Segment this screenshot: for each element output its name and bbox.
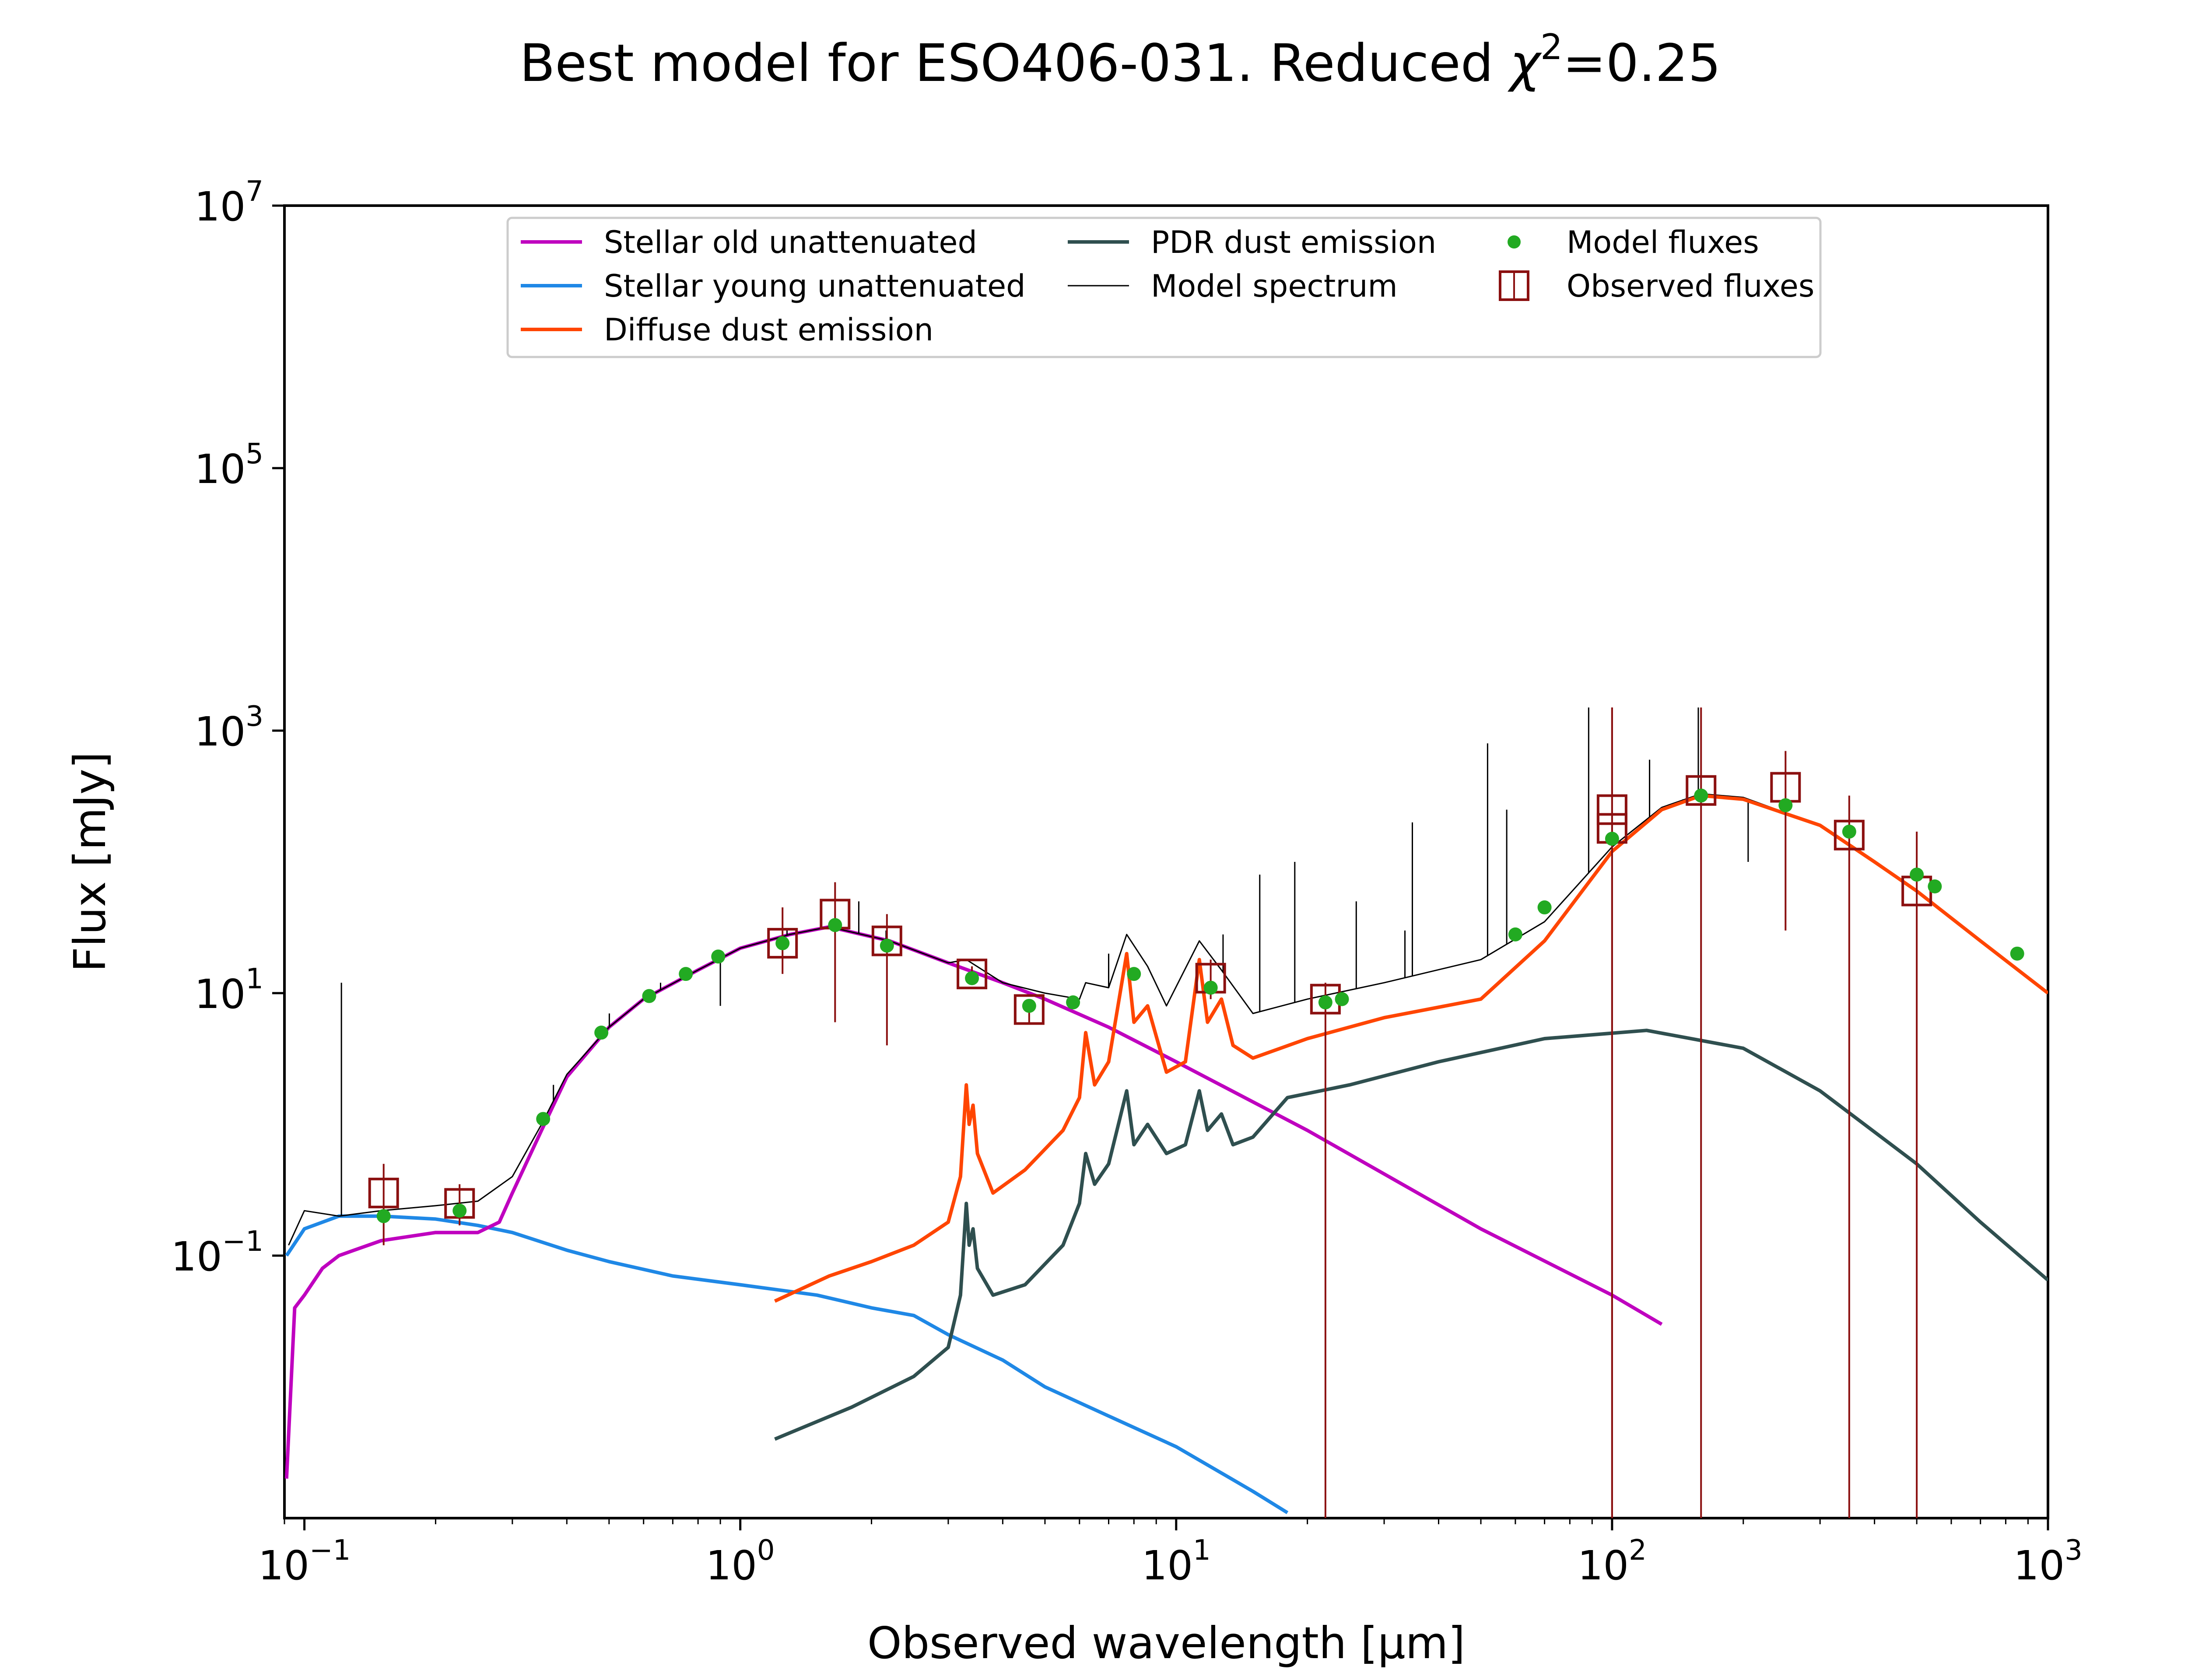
legend-label-model-spectrum: Model spectrum xyxy=(1151,268,1398,304)
legend-label-stellar-old: Stellar old unattenuated xyxy=(604,224,977,260)
x-tick-label-1: 100 xyxy=(706,1534,775,1589)
model-flux-14 xyxy=(1203,980,1218,995)
observed-flux-13 xyxy=(1834,819,1865,850)
x-tick-label-0: 10−1 xyxy=(258,1534,351,1589)
legend-label-stellar-young: Stellar young unattenuated xyxy=(604,268,1026,304)
legend-label-pdr-dust: PDR dust emission xyxy=(1151,224,1436,260)
y-tick-label-3: 105 xyxy=(194,438,263,493)
model-flux-25 xyxy=(2010,946,2024,961)
model-flux-0 xyxy=(376,1209,391,1223)
legend-marker-model-fluxes xyxy=(1508,235,1521,248)
x-axis-label: Observed wavelength [μm] xyxy=(867,1617,1465,1669)
y-tick-label-1: 101 xyxy=(194,963,263,1018)
series-1-line xyxy=(285,1214,1289,1515)
series-layer xyxy=(284,707,2048,1515)
plot-area xyxy=(283,204,2049,1519)
chart-title: Best model for ESO406-031. Reduced χ2=0.… xyxy=(519,27,1721,93)
observed-flux-0 xyxy=(368,1177,399,1208)
markers-layer xyxy=(368,707,2024,1518)
model-flux-13 xyxy=(1127,967,1141,981)
model-flux-22 xyxy=(1842,824,1856,839)
legend-label-observed-fluxes: Observed fluxes xyxy=(1567,268,1814,304)
model-flux-8 xyxy=(828,918,842,932)
model-flux-18 xyxy=(1537,900,1552,915)
y-tick-label-2: 103 xyxy=(194,700,263,755)
observed-flux-6 xyxy=(1013,994,1045,1025)
model-flux-23 xyxy=(1910,868,1924,882)
model-flux-11 xyxy=(1022,999,1036,1013)
model-flux-1 xyxy=(452,1204,467,1218)
series-3-line xyxy=(774,1029,2048,1441)
model-flux-12 xyxy=(1066,995,1080,1010)
model-flux-9 xyxy=(880,938,894,953)
model-flux-2 xyxy=(536,1112,551,1126)
title-main: Best model for ESO406-031. Reduced xyxy=(519,33,1510,93)
y-tick-label-4: 107 xyxy=(194,175,263,230)
series-2-line xyxy=(774,794,2048,1303)
series-4-line xyxy=(288,793,2048,1246)
observed-flux-2 xyxy=(767,928,798,959)
x-tick-label-4: 103 xyxy=(2013,1534,2083,1589)
observed-flux-4 xyxy=(871,925,902,956)
legend-label-diffuse-dust: Diffuse dust emission xyxy=(604,312,933,348)
plot-frame xyxy=(283,204,2049,1519)
model-flux-15 xyxy=(1318,995,1332,1010)
series-0-line xyxy=(284,925,1663,1479)
model-flux-10 xyxy=(965,971,979,985)
model-flux-4 xyxy=(642,989,656,1003)
model-flux-7 xyxy=(775,936,790,950)
model-flux-20 xyxy=(1694,788,1708,803)
title-chi: χ xyxy=(1507,33,1542,93)
y-axis-label: Flux [mJy] xyxy=(64,752,116,972)
model-flux-24 xyxy=(1928,879,1942,894)
axis-ticks: 10−1 100 101 102 103 10−1 101 103 105 107 xyxy=(171,175,2083,1589)
observed-flux-5 xyxy=(957,959,988,990)
x-tick-label-3: 102 xyxy=(1578,1534,1647,1589)
model-flux-3 xyxy=(594,1026,609,1040)
model-flux-6 xyxy=(711,949,726,964)
legend-label-model-fluxes: Model fluxes xyxy=(1567,224,1759,260)
title-sup: 2 xyxy=(1540,27,1563,67)
model-flux-16 xyxy=(1335,992,1349,1006)
model-flux-21 xyxy=(1778,798,1793,812)
observed-flux-11 xyxy=(1686,775,1717,806)
model-flux-17 xyxy=(1508,927,1522,942)
x-tick-label-2: 101 xyxy=(1142,1534,1211,1589)
title-tail: =0.25 xyxy=(1563,33,1721,93)
y-tick-label-0: 10−1 xyxy=(171,1225,263,1280)
legend-box xyxy=(506,217,1822,358)
model-flux-5 xyxy=(679,967,693,981)
legend: Stellar old unattenuated Stellar young u… xyxy=(506,217,1822,358)
model-flux-19 xyxy=(1605,832,1619,846)
